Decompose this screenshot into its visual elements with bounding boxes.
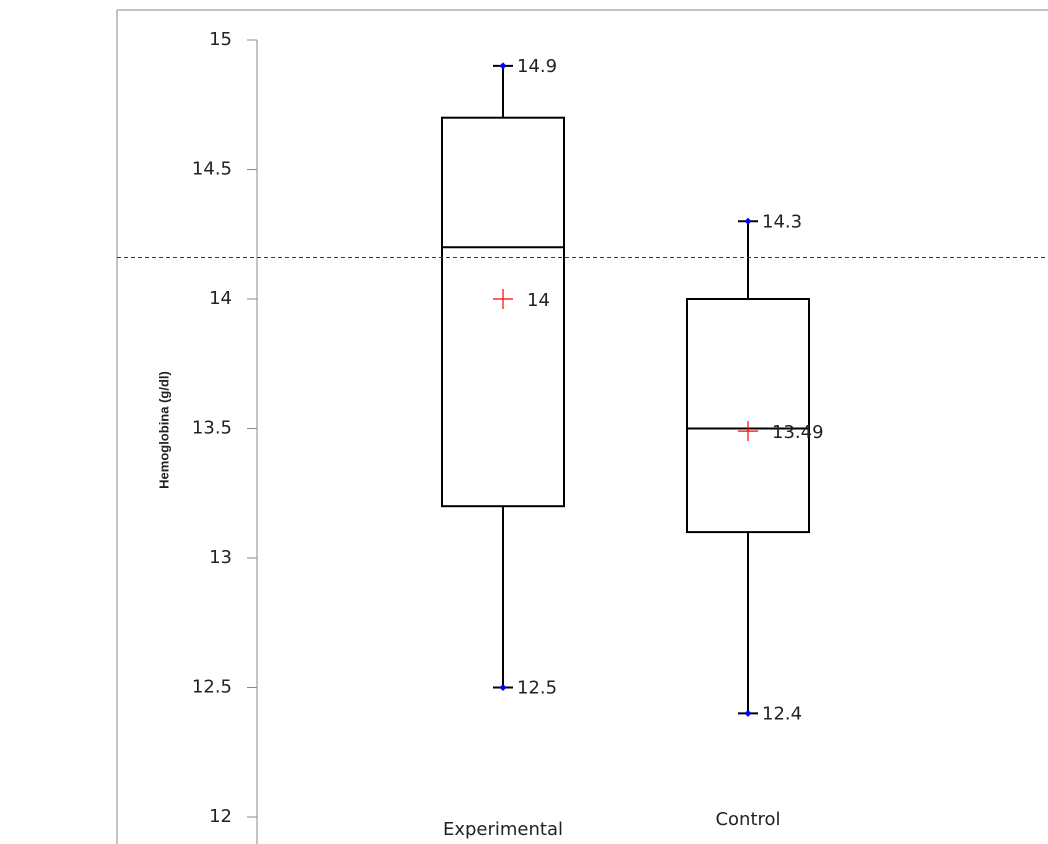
x-tick-label: Experimental	[443, 819, 563, 840]
whisker-end	[745, 710, 752, 717]
y-tick-label: 15	[209, 29, 232, 50]
y-axis-title: Hemoglobina (g/dl)	[156, 371, 171, 489]
value-label: 14.9	[517, 56, 557, 77]
y-tick-label: 14	[209, 288, 232, 309]
y-tick-label: 14.5	[192, 159, 232, 180]
mean-marker	[493, 289, 513, 309]
y-tick-label: 12.5	[192, 677, 232, 698]
box	[442, 118, 564, 507]
x-tick-label: Control	[715, 809, 780, 830]
page: Hemoglobina (g/dl) 12 12.5 13 13.5 14 14.5 15 E…	[0, 0, 1048, 844]
box	[687, 299, 809, 532]
value-label: 13.49	[772, 422, 824, 443]
value-label: 14.3	[762, 211, 802, 232]
whisker-end	[500, 684, 507, 691]
chart: Hemoglobina (g/dl) 12 12.5 13 13.5 14 14.5 15 E…	[0, 0, 1048, 844]
whisker-end	[500, 62, 507, 69]
whisker-end	[745, 218, 752, 225]
y-tick-label: 12	[209, 806, 232, 827]
mean-marker	[738, 421, 758, 441]
value-label: 12.5	[517, 678, 557, 699]
value-label: 12.4	[762, 703, 802, 724]
value-label: 14	[527, 290, 550, 311]
y-tick-label: 13.5	[192, 418, 232, 439]
y-tick-label: 13	[209, 547, 232, 568]
